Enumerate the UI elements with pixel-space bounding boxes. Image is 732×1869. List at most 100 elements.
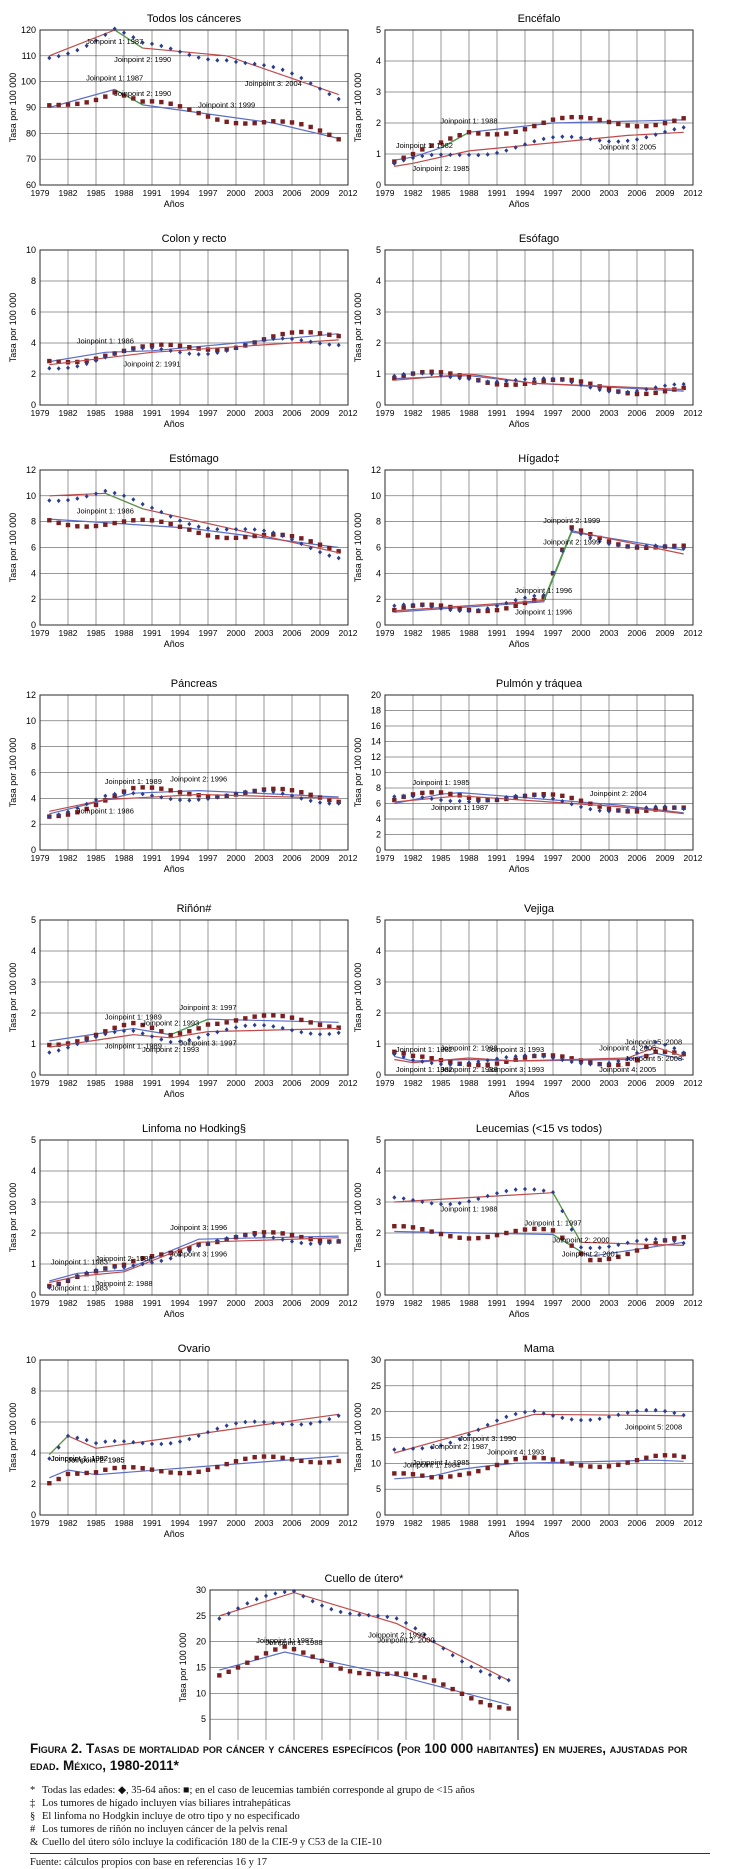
data-point-diamond xyxy=(439,606,443,611)
data-point-diamond xyxy=(140,40,145,45)
data-point-square xyxy=(56,1042,61,1047)
x-tick-label: 2006 xyxy=(628,853,647,863)
data-point-square xyxy=(466,130,472,135)
joinpoint-annotation: Joinpoint 2: 1988 xyxy=(440,1044,497,1053)
y-tick-label: 20 xyxy=(196,1637,206,1647)
data-point-diamond xyxy=(336,801,341,806)
y-tick-label: 0 xyxy=(376,180,381,190)
note-text: Los tumores de hígado incluyen vías bili… xyxy=(42,1798,291,1809)
x-tick-label: 1979 xyxy=(376,853,395,863)
joinpoint-annotation: Joinpoint 1: 1984 xyxy=(403,1460,460,1469)
data-point-square xyxy=(597,1257,602,1263)
x-tick-label: 1985 xyxy=(432,628,451,638)
data-point-diamond xyxy=(411,155,415,161)
joinpoint-annotation: Joinpoint 1: 1988 xyxy=(265,1638,322,1647)
data-point-square xyxy=(550,1457,556,1462)
data-point-diamond xyxy=(467,1199,471,1204)
data-point-diamond xyxy=(429,1444,434,1450)
y-tick-label: 2 xyxy=(31,1479,36,1489)
y-tick-label: 5 xyxy=(376,245,381,255)
y-tick-label: 3 xyxy=(376,307,381,317)
data-point-diamond xyxy=(644,387,649,392)
data-point-square xyxy=(271,786,276,792)
data-point-diamond xyxy=(532,593,537,599)
y-tick-label: 2 xyxy=(376,594,381,604)
y-tick-label: 6 xyxy=(376,543,381,553)
data-point-diamond xyxy=(290,1027,294,1033)
data-point-square xyxy=(420,1227,425,1232)
data-point-square xyxy=(168,788,173,793)
data-point-diamond xyxy=(644,1044,649,1050)
y-tick-label: 5 xyxy=(31,915,36,925)
x-tick-label: 2006 xyxy=(628,1078,647,1088)
y-tick-label: 20 xyxy=(371,690,381,700)
x-tick-label: 1982 xyxy=(404,1078,423,1088)
data-point-diamond xyxy=(224,793,229,798)
data-point-square xyxy=(84,1470,89,1476)
y-tick-label: 8 xyxy=(376,783,381,793)
joinpoint-annotation: Joinpoint 3: 1996 xyxy=(170,1249,227,1258)
y-tick-label: 8 xyxy=(31,517,36,527)
data-point-square xyxy=(392,607,397,613)
data-point-square xyxy=(65,1041,71,1046)
data-point-diamond xyxy=(569,1059,574,1065)
data-point-square xyxy=(394,1671,399,1676)
joinpoint-annotation: Joinpoint 2: 2000 xyxy=(377,1635,434,1644)
joinpoint-annotation: Joinpoint 2: 1985 xyxy=(67,1455,124,1464)
x-tick-label: 2012 xyxy=(339,188,358,198)
data-point-diamond xyxy=(131,346,136,352)
data-point-square xyxy=(606,1464,612,1469)
y-tick-label: 5 xyxy=(376,25,381,35)
data-point-square xyxy=(560,1235,565,1240)
x-tick-label: 2009 xyxy=(656,628,675,638)
data-point-diamond xyxy=(672,1238,677,1244)
y-tick-label: 2 xyxy=(376,338,381,348)
data-point-square xyxy=(401,1224,406,1229)
x-tick-label: 1994 xyxy=(516,1298,535,1308)
x-tick-label: 2000 xyxy=(572,628,591,638)
data-point-diamond xyxy=(625,543,630,549)
x-axis-label: Años xyxy=(164,639,185,649)
joinpoint-annotation: Joinpoint 2: 1990 xyxy=(114,89,171,98)
y-tick-label: 2 xyxy=(31,1008,36,1018)
chart-title: Pulmón y tráquea xyxy=(496,678,583,690)
data-point-diamond xyxy=(187,1248,192,1254)
data-point-diamond xyxy=(616,543,621,548)
chart-panel: Páncreas 0 2 4 6 8 10 12 1979 1982 1985 1988 1991 199… xyxy=(8,678,358,874)
joinpoint-annotation: Joinpoint 1: 1988 xyxy=(440,116,497,125)
data-point-square xyxy=(560,1459,565,1464)
data-point-diamond xyxy=(485,379,490,384)
data-point-square xyxy=(177,104,183,109)
data-point-diamond xyxy=(394,1616,399,1621)
chart-panel: Mama 0 5 10 15 20 25 30 1979 1982 1985 1988 1991 1994… xyxy=(353,1343,703,1539)
data-point-diamond xyxy=(476,152,481,158)
y-tick-label: 0 xyxy=(376,1510,381,1520)
data-point-diamond xyxy=(245,1601,250,1606)
joinpoint-annotation: Joinpoint 2: 1985 xyxy=(412,164,469,173)
data-point-square xyxy=(457,1235,462,1240)
data-point-diamond xyxy=(252,340,257,345)
data-point-square xyxy=(177,1470,183,1476)
x-tick-label: 1997 xyxy=(199,1298,218,1308)
data-point-square xyxy=(299,790,304,795)
y-tick-label: 0 xyxy=(376,1070,381,1080)
data-point-square xyxy=(522,1455,528,1461)
data-point-diamond xyxy=(299,75,304,81)
data-point-diamond xyxy=(597,387,602,393)
data-point-square xyxy=(140,1256,145,1261)
data-point-diamond xyxy=(159,795,164,800)
x-tick-label: 2003 xyxy=(255,853,274,863)
y-tick-label: 2 xyxy=(31,819,36,829)
data-point-square xyxy=(504,606,509,611)
data-point-square xyxy=(187,1029,192,1034)
data-point-diamond xyxy=(625,807,630,813)
data-point-square xyxy=(299,1017,304,1023)
data-point-square xyxy=(177,343,183,349)
data-point-diamond xyxy=(187,798,192,803)
data-point-square xyxy=(65,812,71,817)
data-point-diamond xyxy=(504,148,509,153)
joinpoint-annotation: Joinpoint 3: 1999 xyxy=(198,101,255,110)
data-point-square xyxy=(560,793,565,799)
data-point-diamond xyxy=(532,1408,537,1414)
data-point-square xyxy=(205,1022,211,1027)
